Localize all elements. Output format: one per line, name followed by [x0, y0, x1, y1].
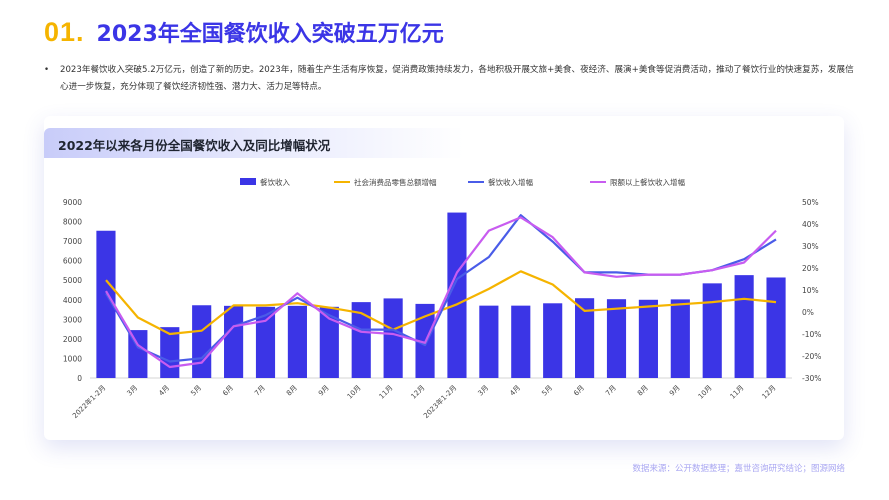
page-heading: 01. 2023年全国餐饮收入突破五万亿元 [44, 14, 444, 50]
x-tick-label: 3月 [477, 384, 491, 398]
x-tick-label: 8月 [636, 384, 650, 398]
chart-card-header: 2022年以来各月份全国餐饮收入及同比增幅状况 [44, 128, 464, 158]
bar-9 [383, 298, 403, 378]
y-right-tick-label: -30% [802, 374, 821, 383]
legend-label: 餐饮收入 [260, 177, 290, 187]
y-left-tick-label: 8000 [63, 218, 82, 227]
bar-16 [606, 299, 627, 378]
y-left-tick-label: 4000 [63, 296, 82, 305]
legend-label: 餐饮收入增幅 [488, 177, 533, 187]
y-right-tick-label: -10% [802, 330, 821, 339]
x-tick-label: 4月 [508, 384, 522, 398]
x-tick-label: 6月 [221, 384, 235, 398]
y-left-tick-label: 9000 [63, 198, 82, 207]
y-left-tick-label: 7000 [63, 237, 82, 246]
x-tick-label: 12月 [410, 384, 427, 401]
bar-11 [447, 212, 467, 378]
x-tick-label: 6月 [572, 384, 586, 398]
bar-18 [670, 299, 690, 378]
bar-14 [543, 303, 563, 378]
bullet-dot-icon: • [44, 65, 50, 75]
x-tick-label: 8月 [285, 384, 299, 398]
y-left-tick-label: 5000 [63, 276, 82, 285]
x-tick-label: 7月 [253, 384, 267, 398]
legend-label: 社会消费品零售总额增幅 [354, 177, 437, 187]
x-tick-label: 2023年1-2月 [421, 383, 458, 420]
y-right-tick-label: 20% [802, 264, 819, 273]
x-tick-label: 12月 [761, 384, 778, 401]
bar-17 [638, 299, 658, 378]
chart-card: 2022年以来各月份全国餐饮收入及同比增幅状况 0 1000 2000 3000 400… [44, 116, 844, 440]
legend-swatch [240, 178, 256, 185]
bar-5 [255, 306, 276, 378]
x-tick-label: 11月 [729, 384, 746, 401]
y-left-tick-label: 3000 [63, 315, 82, 324]
y-right-tick-label: 50% [802, 198, 819, 207]
x-tick-label: 10月 [346, 384, 363, 401]
y-right-tick-label: -20% [802, 352, 821, 361]
bar-0 [96, 230, 116, 378]
summary-bullet: • 2023年餐饮收入突破5.2万亿元，创造了新的历史。2023年，随着生产生活… [44, 62, 854, 96]
bar-8 [351, 302, 371, 378]
bar-7 [319, 306, 339, 378]
x-tick-label: 2022年1-2月 [70, 383, 107, 420]
bar-4 [224, 305, 244, 378]
y-left-tick-label: 1000 [63, 354, 82, 363]
revenue-chart: 0 1000 2000 3000 4000 5000 6000 7000 8000 9000 -30… [63, 177, 821, 420]
bar-15 [575, 298, 595, 378]
x-tick-label: 9月 [317, 384, 331, 398]
chart-title: 2022年以来各月份全国餐饮收入及同比增幅状况 [58, 138, 331, 153]
y-right-tick-label: 10% [802, 286, 819, 295]
x-tick-label: 3月 [126, 384, 140, 398]
x-tick-label: 7月 [604, 384, 618, 398]
y-left-tick-label: 6000 [63, 257, 82, 266]
bar-20 [734, 275, 754, 378]
x-tick-label: 9月 [668, 384, 682, 398]
summary-text: 2023年餐饮收入突破5.2万亿元，创造了新的历史。2023年，随着生产生活有序… [60, 65, 854, 92]
x-tick-label: 10月 [697, 384, 714, 401]
bar-21 [766, 277, 786, 378]
y-left-tick-label: 2000 [63, 335, 82, 344]
page-title: 2023年全国餐饮收入突破五万亿元 [96, 22, 444, 47]
y-right-tick-label: 30% [802, 242, 819, 251]
data-source-note: 数据来源：公开数据整理；嘉世咨询研究结论；图源网络 [632, 464, 845, 474]
y-right-tick-label: 40% [802, 220, 819, 229]
bar-12 [479, 305, 499, 378]
x-tick-label: 4月 [157, 384, 171, 398]
bar-19 [702, 283, 722, 378]
y-left-tick-label: 0 [77, 374, 82, 383]
legend-label: 限额以上餐饮收入增幅 [610, 177, 685, 187]
series-line-2 [105, 216, 777, 369]
bar-6 [287, 305, 307, 378]
bar-3 [192, 305, 212, 378]
bar-13 [511, 305, 531, 378]
x-tick-label: 5月 [189, 384, 203, 398]
y-right-tick-label: 0% [802, 308, 814, 317]
section-number: 01. [44, 16, 85, 47]
x-tick-label: 5月 [540, 384, 554, 398]
x-tick-label: 11月 [378, 384, 395, 401]
bar-1 [128, 330, 148, 378]
